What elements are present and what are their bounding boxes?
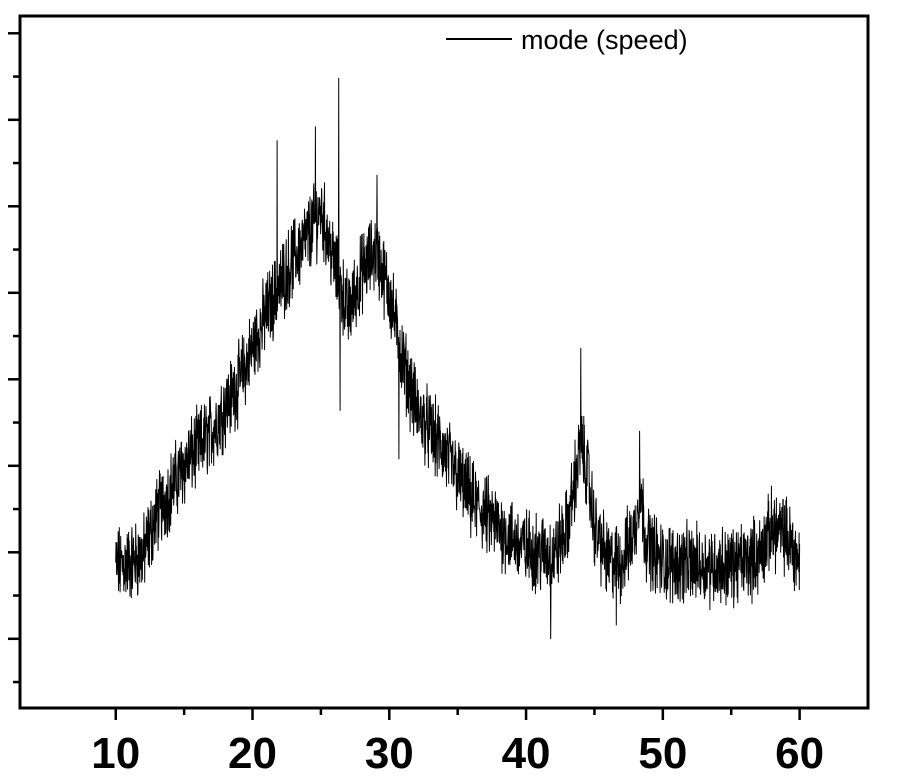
x-tick-label: 30 (365, 729, 414, 778)
series-line-mode-speed (115, 77, 801, 640)
x-tick-label: 20 (228, 729, 277, 778)
axis-ticks (8, 32, 801, 720)
x-tick-label: 50 (638, 729, 687, 778)
legend: mode (speed) (446, 25, 688, 55)
x-tick-label: 10 (91, 729, 140, 778)
plot-frame (18, 14, 870, 710)
x-axis-tick-labels: 10 20 30 40 50 60 (91, 729, 824, 778)
x-tick-label: 60 (775, 729, 824, 778)
x-tick-label: 40 (502, 729, 551, 778)
legend-label: mode (speed) (521, 25, 688, 55)
